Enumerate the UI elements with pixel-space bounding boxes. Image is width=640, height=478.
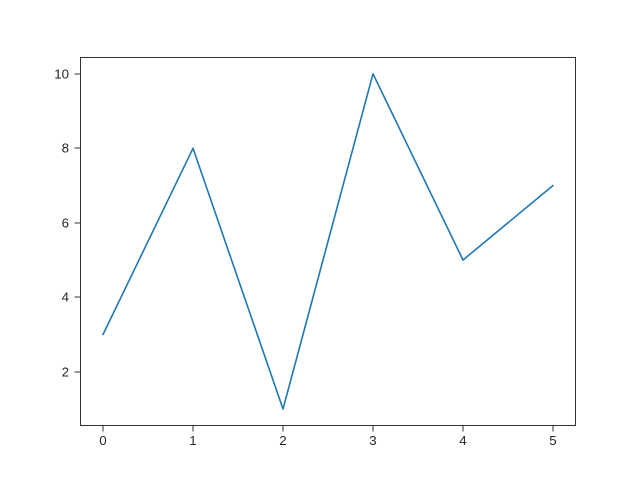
- svg-text:3: 3: [369, 433, 376, 448]
- svg-text:2: 2: [62, 365, 69, 380]
- svg-text:4: 4: [459, 433, 466, 448]
- svg-text:1: 1: [189, 433, 196, 448]
- svg-text:0: 0: [99, 433, 106, 448]
- svg-text:5: 5: [549, 433, 556, 448]
- svg-text:8: 8: [62, 141, 69, 156]
- svg-text:6: 6: [62, 216, 69, 231]
- svg-text:4: 4: [62, 290, 69, 305]
- svg-text:10: 10: [54, 67, 69, 82]
- svg-text:2: 2: [279, 433, 286, 448]
